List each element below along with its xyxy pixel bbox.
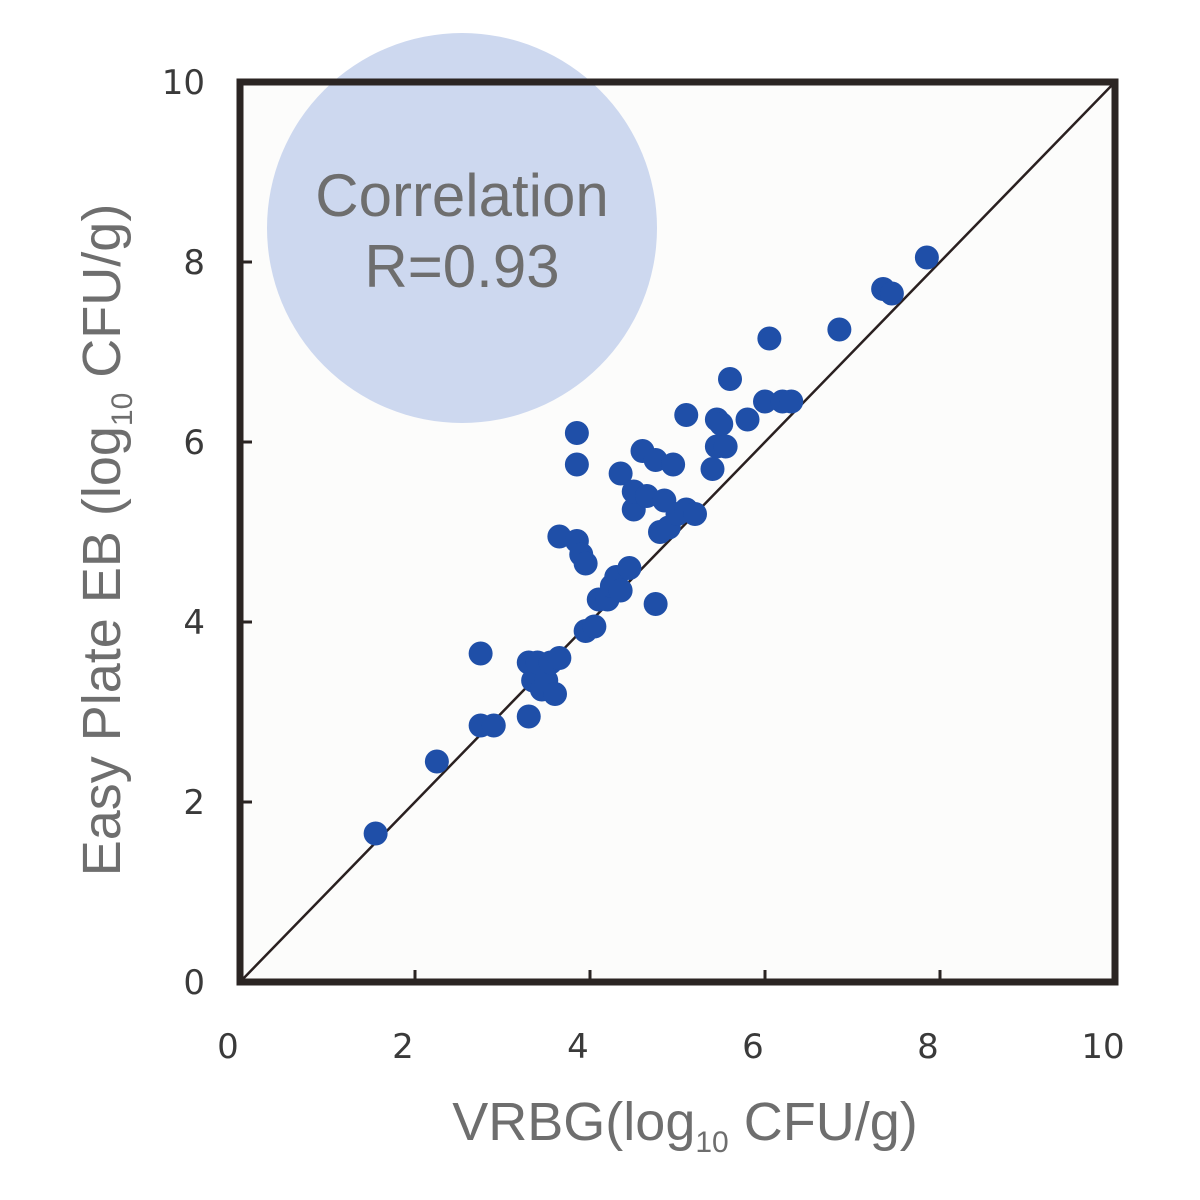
data-point (661, 452, 686, 477)
data-point (617, 556, 642, 580)
x-axis-title: VRBG(log10 CFU/g) (452, 1092, 917, 1159)
y-axis-title-prefix: Easy Plate EB (log (72, 426, 132, 876)
x-axis-title-suffix: CFU/g) (729, 1092, 918, 1152)
data-point (564, 421, 589, 445)
plot-border (236, 78, 1119, 986)
y-axis-title-suffix: CFU/g) (72, 204, 132, 393)
data-point (914, 245, 939, 270)
x-axis-title-subscript: 10 (695, 1126, 728, 1159)
data-point (608, 461, 633, 486)
x-axis-title-prefix: VRBG(log (452, 1092, 695, 1152)
y-tick-label: 6 (183, 423, 205, 463)
data-point (879, 281, 904, 306)
data-point (573, 551, 598, 576)
data-point (753, 389, 777, 414)
data-point (757, 326, 782, 351)
data-point (683, 502, 707, 526)
data-point (424, 749, 449, 774)
data-point (709, 412, 734, 436)
plot-frame (236, 78, 1119, 986)
x-tick-label: 2 (392, 1027, 414, 1067)
data-point (700, 457, 725, 481)
data-point (674, 403, 699, 427)
data-point (718, 367, 742, 391)
data-point (643, 592, 668, 616)
data-point (543, 682, 567, 706)
x-axis-ticks: 0 2 4 6 8 10 (217, 970, 1125, 1067)
y-axis-ticks: 0 2 4 6 8 10 (162, 63, 252, 1003)
data-point (779, 389, 804, 414)
y-tick-label: 4 (183, 603, 205, 643)
data-point (582, 614, 607, 639)
data-point (516, 704, 541, 729)
x-tick-label: 0 (217, 1027, 239, 1067)
annotation-line-2: R=0.93 (364, 233, 559, 300)
y-tick-label: 2 (183, 783, 205, 823)
annotation-circle (267, 33, 657, 423)
y-axis-title-subscript: 10 (106, 393, 139, 426)
data-point (827, 317, 852, 342)
data-point (547, 646, 572, 670)
annotation-line-1: Correlation (315, 162, 608, 229)
data-point (481, 713, 506, 738)
x-tick-label: 10 (1081, 1027, 1124, 1067)
data-point (564, 452, 589, 477)
y-axis-title: Easy Plate EB (log10 CFU/g) (72, 204, 139, 877)
data-point (735, 407, 760, 432)
data-point (363, 821, 388, 846)
x-tick-label: 4 (567, 1027, 589, 1067)
data-point (608, 578, 633, 603)
x-tick-label: 8 (917, 1027, 939, 1067)
data-point (713, 434, 738, 459)
data-points (363, 245, 939, 846)
correlation-annotation: Correlation R=0.93 (267, 33, 657, 423)
y-tick-label: 10 (162, 63, 205, 103)
y-tick-label: 0 (183, 963, 205, 1003)
y-tick-label: 8 (183, 243, 205, 283)
data-point (468, 641, 493, 666)
x-tick-label: 6 (742, 1027, 764, 1067)
